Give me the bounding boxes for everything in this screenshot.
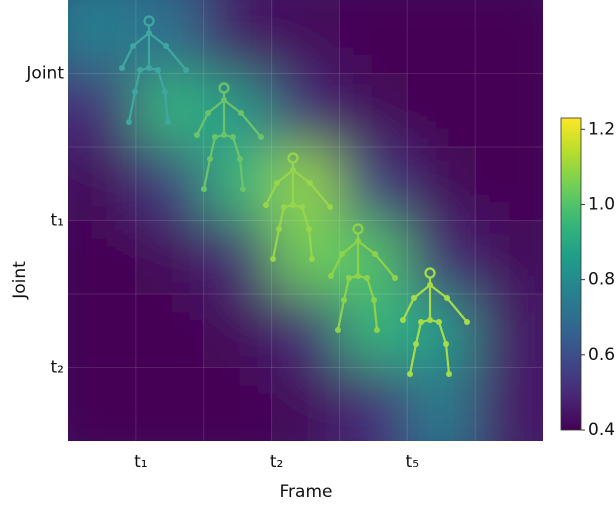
heatmap-cell: [271, 367, 341, 441]
heatmap-cell: [475, 294, 543, 369]
heatmap: [68, 0, 543, 441]
heatmap-cell: [135, 147, 205, 222]
heatmap-cell: [135, 367, 205, 441]
heatmap-cell: [135, 0, 205, 75]
heatmap-cell: [203, 220, 273, 295]
x-tick-label: t₂: [270, 452, 283, 472]
heatmap-cell: [135, 73, 205, 148]
heatmap-cell: [135, 220, 205, 295]
grid: [68, 0, 543, 441]
heatmap-cell: [203, 0, 273, 75]
heatmap-cell: [339, 220, 409, 295]
heatmap-cell: [407, 73, 477, 148]
colorbar-tick-label: 0.6: [588, 345, 615, 365]
heatmap-cell: [339, 0, 409, 75]
colorbar: [560, 117, 582, 431]
heatmap-cell: [68, 73, 137, 148]
heatmap-cell: [203, 367, 273, 441]
heatmap-cell: [339, 367, 409, 441]
colorbar-tick-label: 1.2: [588, 119, 615, 139]
heatmap-cell: [407, 147, 477, 222]
heatmap-cell: [475, 147, 543, 222]
heatmap-cell: [271, 220, 341, 295]
heatmap-cell: [271, 147, 341, 222]
colorbar-tick-label: 0.4: [588, 420, 615, 440]
heatmap-cell: [475, 367, 543, 441]
x-axis-title: Frame: [280, 482, 333, 502]
heatmap-cell: [271, 294, 341, 369]
heatmap-cell: [68, 147, 137, 222]
heatmap-cell: [68, 367, 137, 441]
heatmap-cell: [475, 0, 543, 75]
y-tick-label: Joint: [25, 64, 64, 84]
heatmap-cell: [339, 147, 409, 222]
heatmap-cell: [271, 73, 341, 148]
heatmap-cell: [475, 73, 543, 148]
y-tick-label: t₂: [51, 358, 64, 378]
x-tick-label: t₁: [134, 452, 147, 472]
heatmap-cell: [203, 294, 273, 369]
heatmap-cell: [339, 73, 409, 148]
colorbar-tick-label: 0.8: [588, 270, 615, 290]
heatmap-cell: [68, 294, 137, 369]
heatmap-cell: [407, 220, 477, 295]
heatmap-cell: [407, 0, 477, 75]
heatmap-cell: [68, 220, 137, 295]
heatmap-cell: [135, 294, 205, 369]
y-axis-title: Joint: [10, 261, 30, 300]
heatmap-cell: [407, 367, 477, 441]
x-tick-label: t₅: [406, 452, 419, 472]
y-tick-label: t₁: [51, 211, 64, 231]
heatmap-cell: [475, 220, 543, 295]
colorbar-tick-label: 1.0: [588, 194, 615, 214]
heatmap-cell: [271, 0, 341, 75]
